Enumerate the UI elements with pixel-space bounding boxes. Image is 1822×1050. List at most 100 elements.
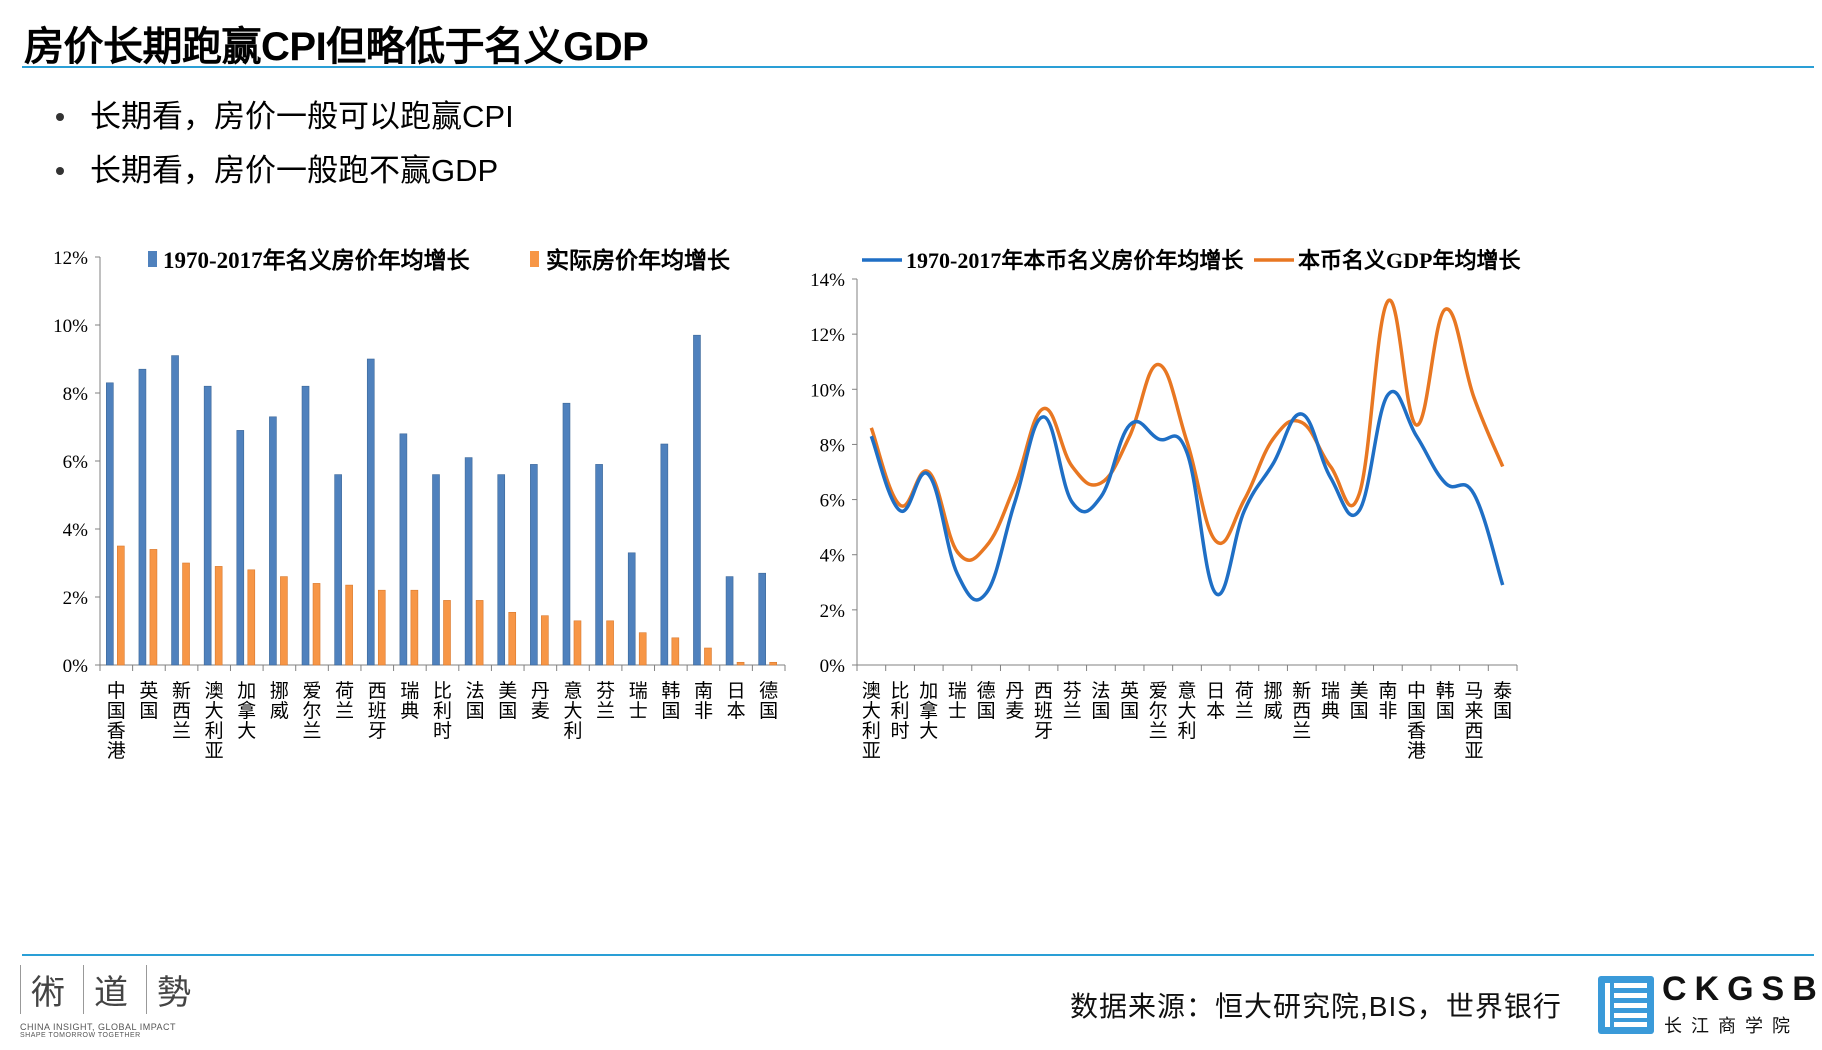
bar-real <box>410 589 419 666</box>
x-category-label: 意大利 <box>1177 680 1196 742</box>
bar-real <box>280 576 288 666</box>
x-category-label: 瑞典 <box>1321 680 1340 722</box>
x-category-label: 挪威 <box>1264 680 1283 722</box>
x-category-label: 美国 <box>498 680 517 722</box>
x-category-label: 加拿大 <box>237 680 256 742</box>
bar-real <box>736 661 745 666</box>
bar-nominal <box>432 474 440 666</box>
y-tick-label: 0% <box>63 656 89 677</box>
bar-real <box>508 611 517 666</box>
x-category-label: 比利时 <box>433 680 452 742</box>
footer-divider <box>22 954 1814 956</box>
ckgsb-logo: CKGSB 长江商学院 <box>1598 970 1817 1042</box>
x-category-label: 比利时 <box>891 680 910 742</box>
bar-nominal <box>464 457 473 666</box>
x-category-label: 中国香港 <box>1407 680 1426 762</box>
legend-label-real: 实际房价年均增长 <box>546 247 731 273</box>
bar-nominal <box>497 474 506 666</box>
y-tick-label: 10% <box>53 316 88 337</box>
y-tick-label: 10% <box>810 380 845 401</box>
y-tick-label: 12% <box>53 248 88 269</box>
legend-label-nominal: 1970-2017年名义房价年均增长 <box>163 247 471 273</box>
bar-nominal <box>758 572 766 666</box>
x-category-label: 南非 <box>694 680 713 722</box>
x-category-label: 荷兰 <box>1235 680 1254 722</box>
y-tick-label: 12% <box>810 325 845 346</box>
title-divider <box>22 66 1814 68</box>
x-category-label: 瑞士 <box>629 680 648 722</box>
bar-real <box>214 566 223 666</box>
bullet-text: 长期看，房价一般可以跑赢CPI <box>90 99 514 134</box>
x-category-label: 韩国 <box>661 680 680 722</box>
bullet-text: 长期看，房价一般跑不赢GDP <box>90 153 499 188</box>
y-tick-label: 6% <box>63 452 89 473</box>
logo-tagline: CHINA INSIGHT, GLOBAL IMPACT <box>20 1022 177 1032</box>
x-category-label: 挪威 <box>270 680 289 722</box>
x-category-label: 南非 <box>1378 680 1397 722</box>
bar-nominal <box>269 416 277 666</box>
x-category-label: 西班牙 <box>368 681 387 742</box>
y-tick-label: 8% <box>820 435 846 456</box>
bar-real <box>541 615 549 666</box>
bar-chart: 0% 2% 4% 6% 8% 10% 12% 中国香港英国新西兰澳大利亚加拿大挪威爱尔兰荷兰西… <box>53 247 786 762</box>
bar-real <box>312 583 321 666</box>
bar-nominal <box>562 402 571 666</box>
line-chart: 0% 2% 4% 6% 8% 10% 12% 14% 澳大利亚比利时加拿大瑞士德国丹麦西班牙芬兰… <box>810 248 1521 762</box>
x-category-label: 德国 <box>977 680 996 722</box>
x-category-label: 泰国 <box>1493 680 1512 722</box>
x-category-label: 意大利 <box>563 680 582 742</box>
page-title: 房价长期跑赢CPI但略低于名义GDP <box>24 25 649 69</box>
x-category-label: 日本 <box>1206 681 1225 722</box>
x-category-label: 新西兰 <box>172 680 191 742</box>
logo-glyph: 勢 <box>146 965 191 1014</box>
x-category-label: 日本 <box>727 681 746 722</box>
x-category-label: 中国香港 <box>107 680 126 762</box>
y-tick-label: 6% <box>820 491 846 512</box>
x-category-label: 德国 <box>759 680 778 722</box>
x-category-label: 西班牙 <box>1034 681 1053 742</box>
bar-real <box>149 549 158 666</box>
bar-nominal <box>595 464 603 666</box>
bar-nominal <box>301 385 310 666</box>
bar-real <box>377 589 386 666</box>
insight-logo: 術 道 勢 CHINA INSIGHT, GLOBAL IMPACT SHAPE… <box>20 965 200 1045</box>
y-tick-label: 4% <box>63 520 89 541</box>
y-tick-label: 2% <box>820 601 846 622</box>
ckgsb-mark-icon <box>1598 976 1654 1034</box>
bullet-item: 长期看，房价一般可以跑赢CPI <box>56 90 514 144</box>
bar-nominal <box>693 334 701 666</box>
x-category-label: 新西兰 <box>1292 680 1311 742</box>
legend-swatch-nominal <box>148 251 157 267</box>
bar-real <box>638 632 647 666</box>
legend-label-house-price: 1970-2017年本币名义房价年均增长 <box>906 248 1244 273</box>
legend-swatch-real <box>530 251 539 267</box>
legend-label-gdp: 本币名义GDP年均增长 <box>1298 248 1521 273</box>
y-tick-label: 14% <box>810 270 845 291</box>
logo-tagline2: SHAPE TOMORROW TOGETHER <box>20 1032 141 1038</box>
logo-glyph: 道 <box>83 965 128 1014</box>
bar-nominal <box>171 355 179 666</box>
ckgsb-letters: CKGSB <box>1662 970 1822 1008</box>
x-category-label: 丹麦 <box>531 681 550 722</box>
bar-nominal <box>627 552 636 666</box>
x-category-label: 瑞士 <box>948 680 967 722</box>
x-category-label: 法国 <box>466 680 485 722</box>
bullet-list: 长期看，房价一般可以跑赢CPI 长期看，房价一般跑不赢GDP <box>56 90 514 198</box>
bullet-item: 长期看，房价一般跑不赢GDP <box>56 144 514 198</box>
x-category-label: 马来西亚 <box>1464 681 1483 762</box>
y-tick-label: 8% <box>63 384 89 405</box>
bar-real <box>769 661 777 666</box>
y-tick-label: 0% <box>820 656 846 677</box>
x-category-label: 澳大利亚 <box>862 680 881 762</box>
ckgsb-chinese-name: 长江商学院 <box>1664 1016 1799 1036</box>
x-category-label: 法国 <box>1091 680 1110 722</box>
x-category-label: 芬兰 <box>1063 680 1082 722</box>
logo-glyph: 術 <box>20 965 65 1014</box>
bar-nominal <box>203 385 212 666</box>
bar-real <box>606 620 614 666</box>
bar-nominal <box>399 433 408 666</box>
x-category-label: 澳大利亚 <box>205 680 224 762</box>
bar-nominal <box>138 368 147 666</box>
bar-nominal <box>366 358 375 666</box>
bar-nominal <box>725 576 734 666</box>
